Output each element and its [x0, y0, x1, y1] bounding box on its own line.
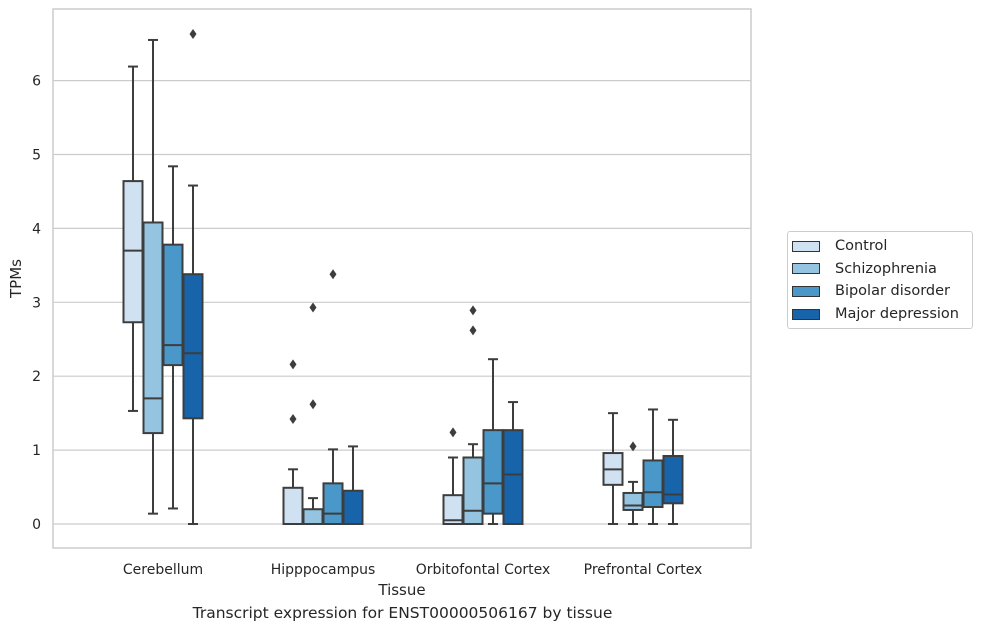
- box-iqr: [502, 429, 524, 525]
- box-iqr: [182, 273, 204, 420]
- y-tick-label: 2: [32, 369, 41, 385]
- box-schizophrenia-2: [462, 305, 484, 525]
- legend-item: Control: [788, 235, 972, 258]
- box-iqr: [622, 491, 644, 511]
- legend-label: Major depression: [835, 306, 959, 323]
- boxes: [122, 29, 684, 526]
- y-tick-label: 1: [32, 443, 41, 459]
- x-tick-label: Orbitofontal Cortex: [416, 562, 551, 578]
- outlier-point: [469, 325, 477, 336]
- box-iqr: [142, 221, 164, 435]
- box-iqr: [322, 482, 344, 526]
- box-bipolar-disorder-2: [482, 358, 504, 525]
- box-iqr: [122, 180, 144, 324]
- outlier-point: [449, 427, 457, 438]
- box-major-depression-3: [662, 418, 684, 525]
- y-tick-label: 4: [32, 221, 41, 237]
- legend-item: Major depression: [788, 303, 972, 326]
- box-iqr: [662, 455, 684, 505]
- box-major-depression-2: [502, 401, 524, 525]
- box-control-2: [442, 427, 464, 525]
- box-control-1: [282, 359, 304, 525]
- x-tick-label: Prefrontal Cortex: [584, 562, 703, 578]
- box-iqr: [282, 486, 304, 525]
- outlier-point: [189, 29, 197, 40]
- legend-swatch: [792, 263, 820, 275]
- y-tick-label: 3: [32, 295, 41, 311]
- x-tick-label: Hipppocampus: [271, 562, 376, 578]
- box-iqr: [642, 459, 664, 509]
- box-control-3: [602, 412, 624, 525]
- box-major-depression-0: [182, 29, 204, 525]
- x-tick-label: Cerebellum: [123, 562, 203, 578]
- box-iqr: [482, 429, 504, 515]
- outlier-point: [309, 399, 317, 410]
- y-axis-label: TPMs: [7, 259, 25, 299]
- outlier-point: [289, 359, 297, 370]
- legend-label: Bipolar disorder: [835, 283, 950, 300]
- box-schizophrenia-0: [142, 38, 164, 515]
- box-schizophrenia-1: [302, 302, 324, 526]
- box-schizophrenia-3: [622, 441, 644, 525]
- x-axis-label: Tissue: [377, 581, 425, 599]
- outlier-point: [329, 269, 337, 280]
- box-bipolar-disorder-3: [642, 408, 664, 525]
- legend-swatch: [792, 240, 820, 252]
- legend-label: Control: [835, 238, 888, 255]
- outlier-point: [289, 414, 297, 425]
- legend-label: Schizophrenia: [835, 260, 937, 277]
- y-tick-label: 0: [32, 517, 41, 533]
- legend: Control Schizophrenia Bipolar disorder Majo…: [787, 231, 973, 330]
- y-tick-label: 5: [32, 148, 41, 164]
- legend-item: Bipolar disorder: [788, 280, 972, 303]
- plot-frame: [52, 8, 752, 549]
- legend-item: Schizophrenia: [788, 258, 972, 281]
- box-iqr: [342, 489, 364, 525]
- y-tick-label: 6: [32, 74, 41, 90]
- chart-caption: Transcript expression for ENST0000050616…: [192, 604, 613, 622]
- box-iqr: [462, 456, 484, 525]
- box-iqr: [162, 243, 184, 367]
- box-iqr: [302, 508, 324, 526]
- box-bipolar-disorder-0: [162, 165, 184, 510]
- box-bipolar-disorder-1: [322, 269, 344, 526]
- box-major-depression-1: [342, 445, 364, 525]
- x-tick-labels: Cerebellum Hipppocampus Orbitofontal Corte…: [123, 562, 702, 578]
- legend-swatch: [792, 285, 820, 297]
- y-tick-labels: 0 1 2 3 4 5 6: [32, 74, 41, 533]
- outlier-point: [309, 302, 317, 313]
- outlier-point: [469, 305, 477, 316]
- legend-swatch: [792, 308, 820, 320]
- outlier-point: [629, 441, 637, 452]
- box-control-0: [122, 65, 144, 412]
